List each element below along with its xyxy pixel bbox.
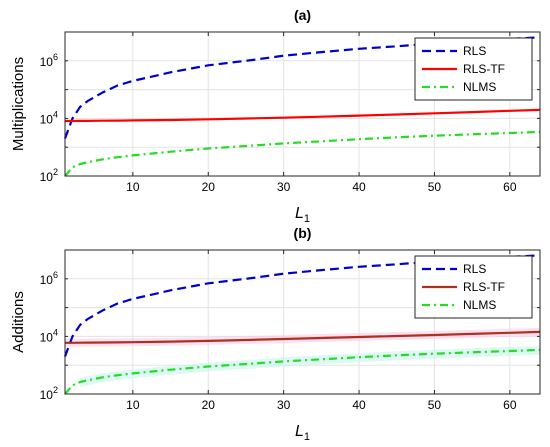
y-axis-label: Additions xyxy=(10,291,27,353)
series-line-nlms xyxy=(64,348,541,395)
x-tick-label: 10 xyxy=(126,398,140,412)
x-tick-label: 60 xyxy=(503,180,517,194)
legend-label-nlms: NLMS xyxy=(463,80,496,94)
x-axis-label: L1 xyxy=(295,423,310,443)
y-tick-label: 104 xyxy=(40,109,58,126)
axes-box xyxy=(64,31,541,177)
legend-label-nlms: NLMS xyxy=(463,298,496,312)
x-tick-label: 20 xyxy=(202,398,216,412)
chart-title: (a) xyxy=(294,7,311,23)
series-line-rls-tf xyxy=(65,330,541,344)
x-tick-label: 60 xyxy=(503,398,517,412)
x-tick-label: 50 xyxy=(428,398,442,412)
x-tick-label: 50 xyxy=(428,180,442,194)
nlms-band xyxy=(80,345,540,387)
y-tick-label: 106 xyxy=(40,52,58,69)
legend-label-rls: RLS xyxy=(463,262,486,276)
series-line-rls xyxy=(63,254,541,357)
x-tick-label: 40 xyxy=(352,398,366,412)
series-line-nlms xyxy=(64,130,541,177)
chart-panel-a: 10 20 30 40 50 60 102 104 106 (a) Multiplications L… xyxy=(10,7,541,225)
y-tick-label: 102 xyxy=(40,385,58,402)
legend-label-rls-tf: RLS-TF xyxy=(463,280,505,294)
y-tick-label: 102 xyxy=(40,167,58,184)
series-line-rls xyxy=(63,36,541,139)
chart-title: (b) xyxy=(294,225,312,241)
x-tick-label: 30 xyxy=(277,180,291,194)
legend: RLS RLS-TF NLMS xyxy=(414,37,533,101)
y-tick-label: 106 xyxy=(40,270,58,287)
x-tick-label: 30 xyxy=(277,398,291,412)
legend-label-rls: RLS xyxy=(463,44,486,58)
x-tick-label: 40 xyxy=(352,180,366,194)
y-axis-label: Multiplications xyxy=(10,57,27,151)
x-axis-label: L1 xyxy=(295,205,310,225)
series-line-rls-tf xyxy=(65,108,541,123)
legend-label-rls-tf: RLS-TF xyxy=(463,62,505,76)
axes-box xyxy=(64,249,541,395)
y-tick-label: 104 xyxy=(40,327,58,344)
chart-panel-b: 10 20 30 40 50 60102104106(b)AdditionsL1RLSRL… xyxy=(10,225,541,443)
legend: RLS RLS-TF NLMS xyxy=(414,255,533,319)
x-tick-label: 10 xyxy=(126,180,140,194)
x-tick-label: 20 xyxy=(202,180,216,194)
